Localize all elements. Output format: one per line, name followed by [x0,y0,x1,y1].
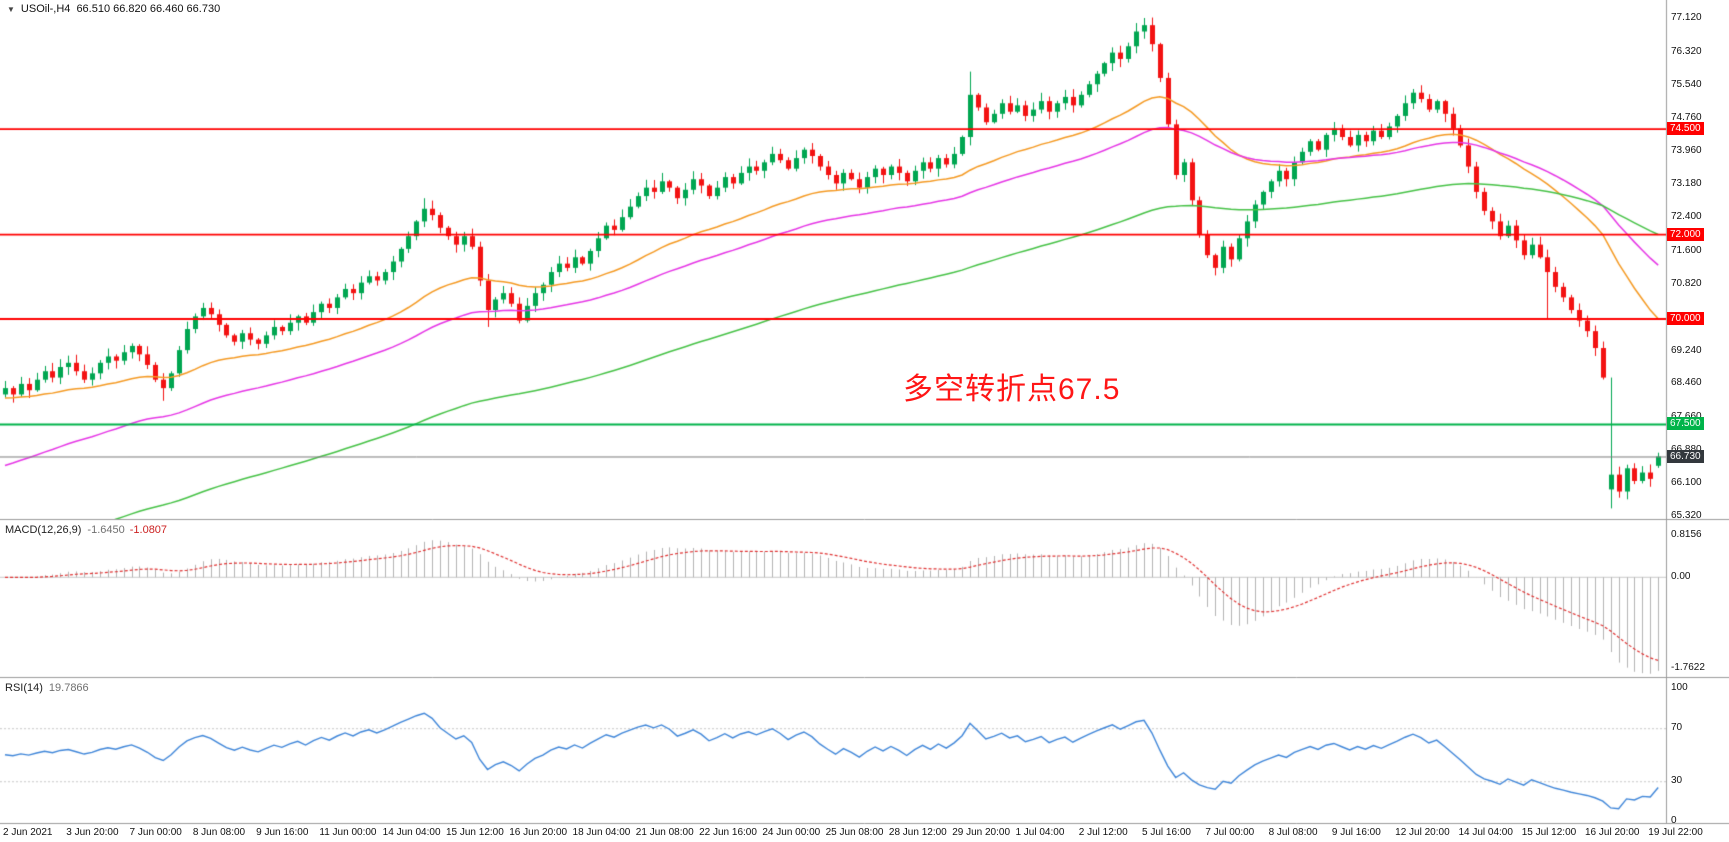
macd-main-value: -1.6450 [87,524,125,536]
macd-signal-value: -1.0807 [129,524,168,536]
chart-annotation-text: 多空转折点67.5 [903,373,1121,406]
rsi-indicator-label: RSI(14) 19.7866 [5,682,89,694]
macd-label-name: MACD(12,26,9) [5,524,82,536]
symbol-marker-icon: ▼ [7,4,15,14]
symbol-name: USOil-,H4 [20,3,71,15]
rsi-value: 19.7866 [48,682,89,694]
macd-indicator-label: MACD(12,26,9) -1.6450 -1.0807 [5,524,167,536]
symbol-header: ▼ USOil-,H4 66.510 66.820 66.460 66.730 [7,3,220,15]
current-bar-ohlc: 66.510 66.820 66.460 66.730 [76,3,221,15]
rsi-label-name: RSI(14) [5,682,43,694]
